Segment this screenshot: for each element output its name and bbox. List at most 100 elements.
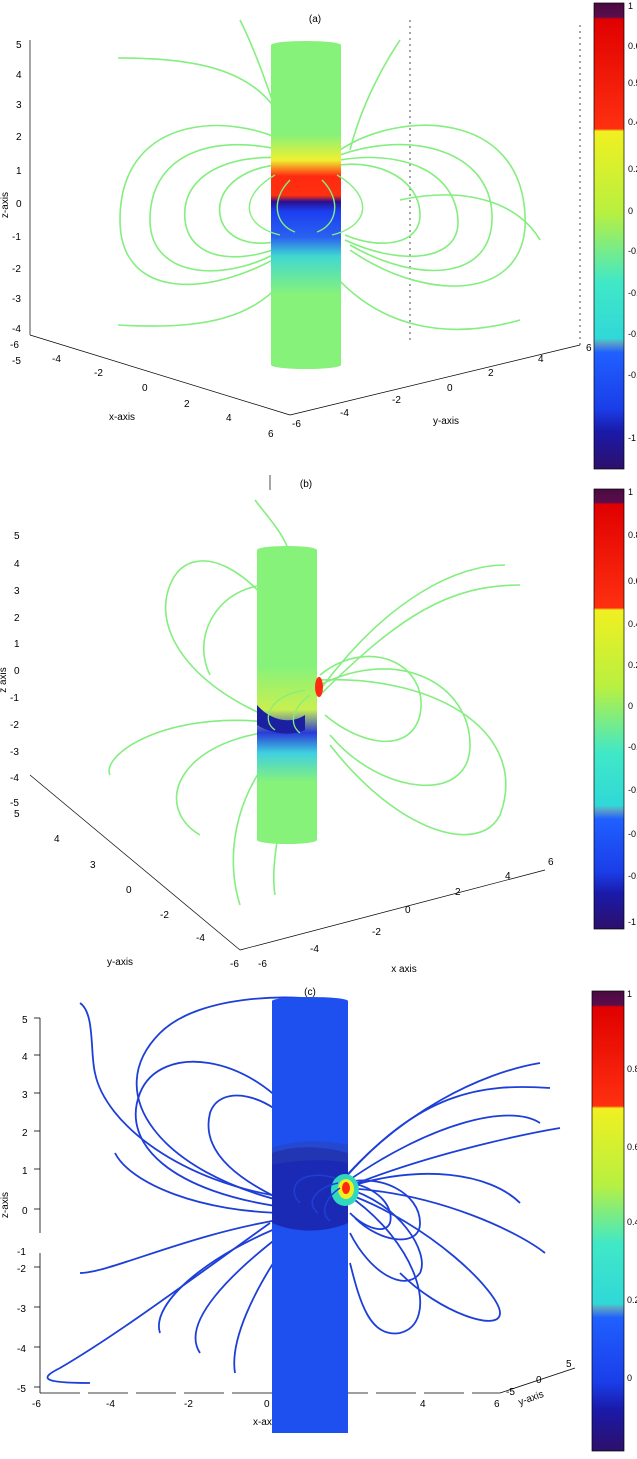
x-tick: -2 xyxy=(372,927,381,938)
colorbar-tick: 0.2 xyxy=(627,1295,637,1305)
z-tick: -1 xyxy=(17,1247,26,1258)
z-tick: -3 xyxy=(17,1304,26,1315)
y-tick: 5 xyxy=(14,809,20,820)
z-tick: 4 xyxy=(16,70,22,81)
colorbar: 1 0.8 0.6 0.4 0.2 0 xyxy=(591,989,637,1452)
z-tick: -5 xyxy=(17,1384,26,1395)
x-tick: 6 xyxy=(494,1399,500,1410)
colorbar-tick: 0.2 xyxy=(628,660,637,670)
colorbar-tick: 0.4 xyxy=(627,1217,637,1227)
colorbar-tick: 1 xyxy=(628,1,633,11)
y-axis-label: y-axis xyxy=(517,1389,545,1408)
panel-a: (a) 5 4 3 2 1 0 -1 -2 -3 -4 -5 z-axis -6… xyxy=(0,0,637,475)
panel-title: (c) xyxy=(304,987,316,998)
z-tick: 1 xyxy=(14,639,20,650)
x-tick: -6 xyxy=(32,1399,41,1410)
z-tick: 3 xyxy=(16,100,22,111)
x-tick: -6 xyxy=(10,340,19,351)
x-axis-label: x-axis xyxy=(109,412,135,423)
y-axis-label: y-axis xyxy=(433,416,459,427)
panel-b-figure: (b) 5 4 3 2 1 0 -1 -2 -3 -4 -5 z axis 5 … xyxy=(0,470,637,975)
x-tick: 2 xyxy=(184,399,190,410)
z-tick: -5 xyxy=(10,798,19,809)
x-tick: -4 xyxy=(52,354,61,365)
y-tick: -6 xyxy=(292,419,301,430)
z-tick: 1 xyxy=(22,1166,28,1177)
colorbar-tick: 0.5 xyxy=(628,78,637,88)
colorbar-tick: 0 xyxy=(627,1373,632,1383)
z-axis-label: z-axis xyxy=(0,1192,11,1218)
colorbar-tick: -0.4 xyxy=(628,785,637,795)
x-tick: -2 xyxy=(94,368,103,379)
z-tick: -4 xyxy=(12,324,21,335)
colorbar-tick: 0.2 xyxy=(628,164,637,174)
y-tick: 5 xyxy=(566,1359,572,1370)
y-tick: -4 xyxy=(340,408,349,419)
colorbar-tick: -0.4 xyxy=(628,288,637,298)
field-lines xyxy=(46,996,561,1384)
field-lines-front xyxy=(267,689,311,734)
z-axis-ticks: 5 4 3 2 1 0 -1 -2 -3 -4 -5 xyxy=(10,531,20,809)
colorbar-tick: 0 xyxy=(628,206,633,216)
z-axis-ticks: 5 4 3 2 1 0 -1 -2 -3 -4 -5 xyxy=(17,1015,28,1395)
colorbar-tick: -0.8 xyxy=(628,871,637,881)
colorbar-tick: 0 xyxy=(628,701,633,711)
z-tick: 1 xyxy=(16,166,22,177)
y-axis-label: y-axis xyxy=(107,957,133,968)
z-tick: 3 xyxy=(14,586,20,597)
z-tick: -2 xyxy=(17,1264,26,1275)
colorbar-tick: 1 xyxy=(627,989,632,999)
x-tick: 2 xyxy=(455,887,461,898)
z-tick: 5 xyxy=(14,531,20,542)
y-tick: 2 xyxy=(488,368,494,379)
field-lines-front xyxy=(293,1174,341,1222)
colorbar: 1 0.6 0.5 0.4 0.2 0 -0.2 -0.4 -0.6 -0.8 … xyxy=(593,1,637,470)
y-tick: 0 xyxy=(126,885,132,896)
colorbar-tick: -1 xyxy=(628,917,636,927)
x-tick: 0 xyxy=(264,1399,270,1410)
conductor-cylinder xyxy=(272,997,348,1433)
panel-b: (b) 5 4 3 2 1 0 -1 -2 -3 -4 -5 z axis 5 … xyxy=(0,470,637,975)
x-tick: 4 xyxy=(420,1399,426,1410)
y-tick: -5 xyxy=(506,1387,515,1398)
field-lines-front xyxy=(248,174,364,236)
z-tick: 2 xyxy=(14,613,20,624)
y-axis-ticks: 5 4 3 0 -2 -4 -6 xyxy=(14,809,239,970)
z-axis-label: z-axis xyxy=(0,192,11,218)
x-tick: 0 xyxy=(405,905,411,916)
y-tick: -2 xyxy=(160,910,169,921)
x-tick: 6 xyxy=(548,857,554,868)
axes-box xyxy=(29,20,581,416)
z-tick: 2 xyxy=(16,132,22,143)
y-tick: 4 xyxy=(54,834,60,845)
colorbar-tick: 0.8 xyxy=(627,1064,637,1074)
y-tick: 3 xyxy=(90,860,96,871)
field-lines xyxy=(117,19,541,331)
x-tick: 6 xyxy=(268,429,274,440)
x-tick: -4 xyxy=(310,944,319,955)
y-tick: 0 xyxy=(536,1375,542,1386)
z-tick: -5 xyxy=(12,356,21,367)
y-tick: 0 xyxy=(447,383,453,394)
panel-title: (a) xyxy=(309,14,321,25)
colorbar-tick: 1 xyxy=(628,487,633,497)
x-axis-label: x-axis xyxy=(253,1417,279,1428)
panel-a-figure: (a) 5 4 3 2 1 0 -1 -2 -3 -4 -5 z-axis -6… xyxy=(0,1,637,470)
z-tick: 3 xyxy=(22,1090,28,1101)
colorbar-tick: -0.2 xyxy=(628,246,637,256)
z-tick: 4 xyxy=(14,559,20,570)
hotspot xyxy=(331,1174,359,1206)
colorbar-tick: -0.8 xyxy=(628,370,637,380)
y-axis-ticks: -6 -4 -2 0 2 4 6 xyxy=(292,343,592,430)
colorbar-tick: 0.8 xyxy=(628,530,637,540)
z-tick: 4 xyxy=(22,1052,28,1063)
colorbar-tick: -0.6 xyxy=(628,329,637,339)
z-axis-ticks: 5 4 3 2 1 0 -1 -2 -3 -4 -5 xyxy=(12,40,22,367)
colorbar-tick: 0.6 xyxy=(628,576,637,586)
y-tick: -4 xyxy=(196,933,205,944)
axes-box xyxy=(34,1017,576,1394)
y-tick: -6 xyxy=(230,959,239,970)
y-tick: -2 xyxy=(392,395,401,406)
colorbar-tick: 0.4 xyxy=(628,619,637,629)
z-tick: 5 xyxy=(16,40,22,51)
